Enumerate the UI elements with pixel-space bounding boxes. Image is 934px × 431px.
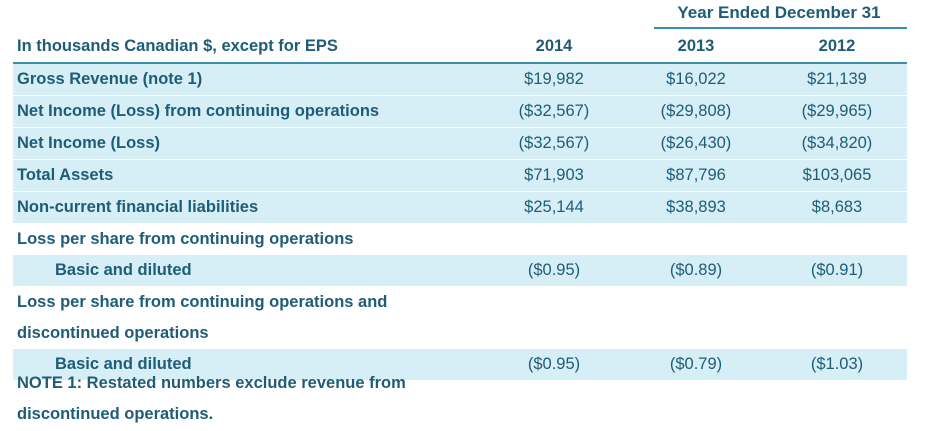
year-header-2012: 2012	[767, 31, 907, 64]
footnote-line-1: NOTE 1: Restated numbers exclude revenue…	[17, 374, 406, 392]
table-row: Net Income (Loss) from continuing operat…	[13, 95, 907, 128]
value-cell: ($0.89)	[625, 255, 767, 287]
table-row: Loss per share from continuing operation…	[13, 286, 907, 318]
row-label: Net Income (Loss) from continuing operat…	[13, 95, 483, 128]
table-row: Basic and diluted ($0.95) ($0.79) ($1.03…	[13, 349, 907, 381]
value-cell: $71,903	[483, 159, 625, 192]
table-row: discontinued operations	[13, 318, 907, 349]
value-cell: $21,139	[767, 63, 907, 96]
row-label: Loss per share from continuing operation…	[13, 223, 483, 255]
value-cell: $25,144	[483, 191, 625, 224]
row-label: Basic and diluted	[13, 349, 483, 381]
value-cell: ($0.95)	[483, 349, 625, 381]
footnote-line-2: discontinued operations.	[17, 405, 214, 423]
row-label: Non-current financial liabilities	[13, 191, 483, 224]
value-cell: $19,982	[483, 63, 625, 96]
table-header-row: In thousands Canadian $, except for EPS …	[13, 31, 907, 64]
value-cell: $103,065	[767, 159, 907, 192]
value-cell: ($26,430)	[625, 127, 767, 160]
table-row: Total Assets $71,903 $87,796 $103,065	[13, 159, 907, 192]
value-cell: ($32,567)	[483, 127, 625, 160]
financial-table: In thousands Canadian $, except for EPS …	[13, 31, 907, 381]
table-row: Non-current financial liabilities $25,14…	[13, 191, 907, 224]
row-label: discontinued operations	[13, 318, 483, 349]
value-cell: $38,893	[625, 191, 767, 224]
table-row: Gross Revenue (note 1) $19,982 $16,022 $…	[13, 63, 907, 96]
year-header-2014: 2014	[483, 31, 625, 64]
value-cell: ($29,965)	[767, 95, 907, 128]
footnote: NOTE 1: Restated numbers exclude revenue…	[17, 368, 537, 430]
row-label: Gross Revenue (note 1)	[13, 63, 483, 96]
value-cell: ($0.95)	[483, 255, 625, 287]
table-row: Net Income (Loss) ($32,567) ($26,430) ($…	[13, 127, 907, 160]
value-cell: ($29,808)	[625, 95, 767, 128]
row-label: Loss per share from continuing operation…	[13, 286, 483, 318]
year-header-2013: 2013	[625, 31, 767, 64]
value-cell: $16,022	[625, 63, 767, 96]
table-row: Loss per share from continuing operation…	[13, 223, 907, 255]
value-cell: ($1.03)	[767, 349, 907, 381]
period-header-rule	[654, 27, 907, 29]
units-header: In thousands Canadian $, except for EPS	[13, 31, 483, 64]
row-label: Basic and diluted	[13, 255, 483, 287]
value-cell: ($0.91)	[767, 255, 907, 287]
value-cell: ($32,567)	[483, 95, 625, 128]
row-label: Net Income (Loss)	[13, 127, 483, 160]
value-cell: ($34,820)	[767, 127, 907, 160]
table-row: Basic and diluted ($0.95) ($0.89) ($0.91…	[13, 255, 907, 287]
row-label: Total Assets	[13, 159, 483, 192]
value-cell: ($0.79)	[625, 349, 767, 381]
period-header: Year Ended December 31	[677, 3, 881, 22]
value-cell: $87,796	[625, 159, 767, 192]
value-cell: $8,683	[767, 191, 907, 224]
